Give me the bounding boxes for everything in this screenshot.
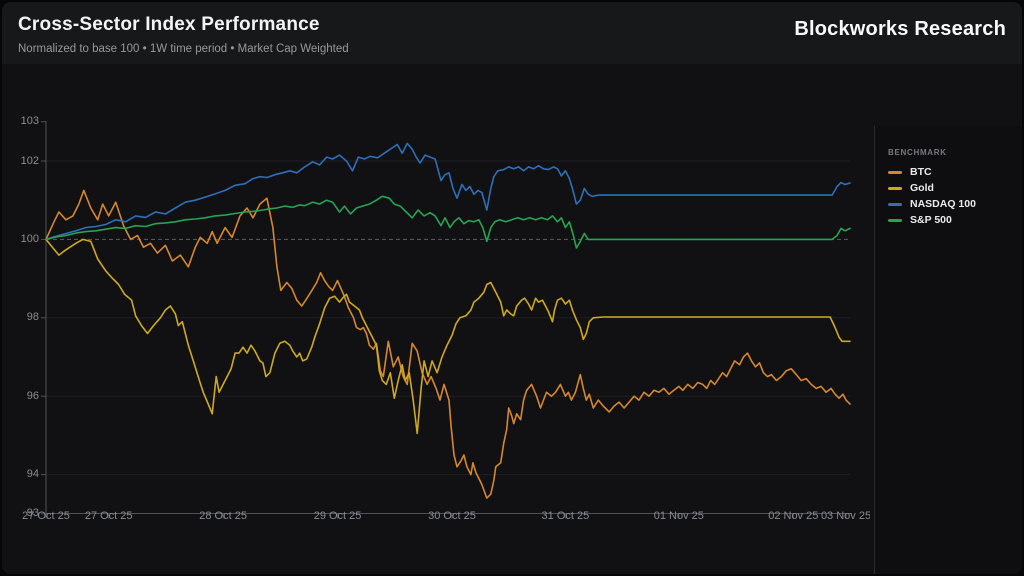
legend-item-nasdaq[interactable]: NASDAQ 100 bbox=[875, 196, 1022, 212]
legend-dash-icon bbox=[888, 186, 902, 190]
legend-title: BENCHMARK bbox=[888, 148, 947, 157]
legend-dash-icon bbox=[888, 218, 902, 222]
brand-logo: Blockworks Research bbox=[794, 18, 1006, 40]
legend-dash-icon bbox=[888, 170, 902, 174]
chart-subtitle: Normalized to base 100 • 1W time period … bbox=[18, 43, 349, 55]
chart-area: 93 94 96 98 100 102 103 27 Oct 25 27 Oct 25 28 O… bbox=[2, 64, 1022, 574]
legend-panel: BENCHMARK BTC Gold NASDAQ 100 S&P 500 bbox=[874, 126, 1022, 574]
legend-item-gold[interactable]: Gold bbox=[875, 180, 1022, 196]
page-title: Cross-Sector Index Performance bbox=[18, 14, 320, 35]
series-line-sp500[interactable] bbox=[45, 195, 851, 249]
legend-item-label: S&P 500 bbox=[910, 214, 952, 226]
series-line-btc[interactable] bbox=[45, 189, 851, 499]
legend-list: BTC Gold NASDAQ 100 S&P 500 bbox=[875, 164, 1022, 228]
series-line-nasdaq[interactable] bbox=[45, 142, 851, 241]
legend-item-btc[interactable]: BTC bbox=[875, 164, 1022, 180]
header: Cross-Sector Index Performance Normalize… bbox=[2, 2, 1022, 64]
legend-item-sp500[interactable]: S&P 500 bbox=[875, 212, 1022, 228]
legend-item-label: NASDAQ 100 bbox=[910, 198, 976, 210]
legend-dash-icon bbox=[888, 202, 902, 206]
legend-item-label: BTC bbox=[910, 166, 932, 178]
series-line-gold[interactable] bbox=[45, 238, 851, 435]
legend-item-label: Gold bbox=[910, 182, 934, 194]
line-chart[interactable] bbox=[2, 64, 1022, 574]
